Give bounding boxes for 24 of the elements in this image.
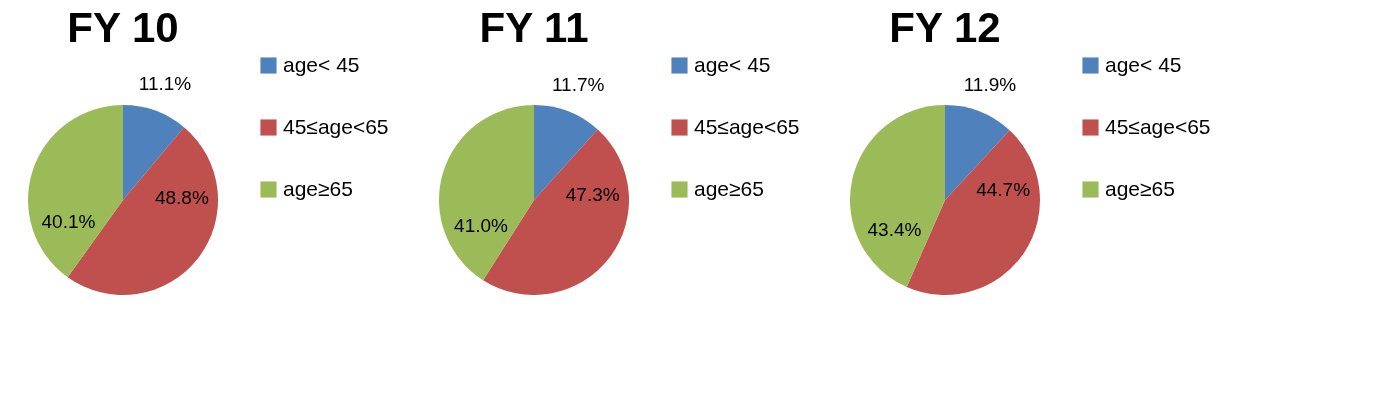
legend-label: age≥65 bbox=[694, 176, 764, 200]
legend-label: age< 45 bbox=[1105, 52, 1182, 76]
pie-slice bbox=[28, 105, 123, 278]
data-label: 44.7% bbox=[976, 179, 1031, 201]
legend-label: 45≤age<65 bbox=[1105, 114, 1211, 138]
pie-slice bbox=[439, 105, 534, 281]
pie-slice bbox=[850, 105, 945, 287]
legend-label: age≥65 bbox=[283, 176, 353, 200]
data-label: 40.1% bbox=[41, 211, 96, 233]
legend-label: 45≤age<65 bbox=[694, 114, 800, 138]
legend-label: 45≤age<65 bbox=[283, 114, 389, 138]
data-label: 41.0% bbox=[454, 214, 509, 236]
data-label: 11.7% bbox=[551, 74, 605, 96]
legend-label: age≥65 bbox=[1105, 176, 1175, 200]
data-label: 47.3% bbox=[565, 184, 620, 206]
legend-label: age< 45 bbox=[694, 52, 771, 76]
chart-title: FY 11 bbox=[479, 4, 589, 51]
data-label: 11.9% bbox=[963, 74, 1017, 96]
data-label: 11.1% bbox=[138, 73, 192, 95]
data-label: 43.4% bbox=[867, 219, 922, 241]
chart-title: FY 12 bbox=[889, 4, 1001, 51]
legend-label: age< 45 bbox=[283, 52, 360, 76]
chart-title: FY 10 bbox=[67, 4, 179, 51]
data-label: 48.8% bbox=[154, 186, 209, 208]
